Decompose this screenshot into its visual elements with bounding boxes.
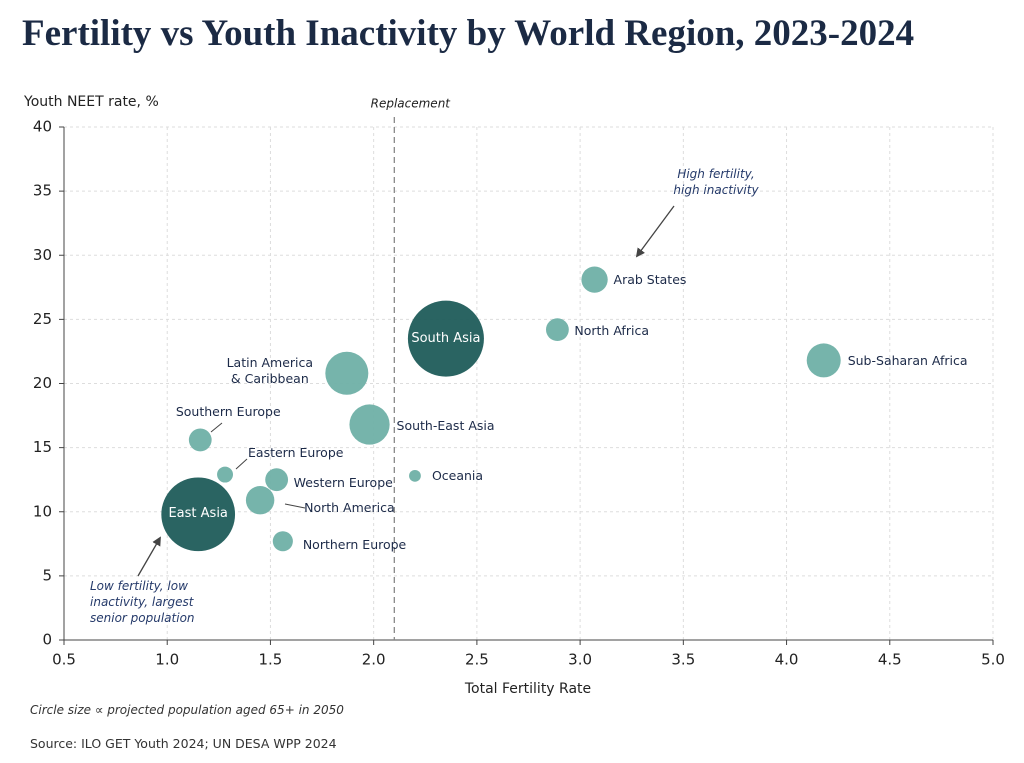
bubble [545,318,569,342]
annotation-arrow [635,205,675,258]
bubble [409,469,421,482]
annotation: High fertility, high inactivity [673,167,759,197]
x-tick-label: 4.5 [878,651,902,669]
bubble [407,300,484,377]
y-tick-label: 0 [42,631,52,649]
x-tick-label: 2.0 [362,651,386,669]
y-tick-label: 40 [33,118,52,136]
bubble-label: Latin America & Caribbean [226,355,314,387]
x-tick-label: 3.5 [671,651,695,669]
y-tick-label: 15 [33,438,52,456]
bubble [581,266,608,293]
bubble-label: Sub-Saharan Africa [847,353,968,369]
bubble [161,477,236,552]
bubble-label: North America [304,500,395,516]
bubble-label: South-East Asia [396,417,495,433]
bubble [245,485,275,515]
bubble-label: Arab States [613,271,687,287]
size-note: Circle size ∝ projected population aged … [30,703,344,717]
bubble [806,343,841,378]
chart-title: Fertility vs Youth Inactivity by World R… [22,13,915,54]
bubble-label: Western Europe [293,474,393,490]
reference-label: Replacement [371,97,452,111]
bubble-label: South Asia [411,330,481,346]
bubble [272,531,293,552]
source: Source: ILO GET Youth 2024; UN DESA WPP … [30,736,337,751]
bubble [188,428,212,452]
annotation: Low fertility, low inactivity, largest s… [90,579,195,625]
x-tick-label: 3.0 [568,651,592,669]
x-tick-label: 2.5 [465,651,489,669]
x-tick-label: 1.5 [259,651,283,669]
bubble-label: Eastern Europe [248,444,344,460]
y-tick-label: 30 [33,246,52,264]
y-tick-label: 25 [33,310,52,328]
y-tick-label: 10 [33,502,52,520]
x-tick-label: 0.5 [52,651,76,669]
y-tick-label: 35 [33,182,52,200]
bubble [217,466,234,483]
bubble-label: East Asia [168,506,228,522]
bubble [349,404,390,445]
bubble [325,351,369,395]
bubble-label: Oceania [431,467,484,483]
leader-line [235,458,248,470]
y-axis-label: Youth NEET rate, % [24,94,159,110]
x-tick-label: 5.0 [981,651,1005,669]
x-tick-label: 4.0 [775,651,799,669]
y-tick-label: 5 [42,566,52,584]
bubble-label: Southern Europe [175,403,281,419]
leader-line [284,503,306,509]
bubble [265,468,289,492]
y-tick-label: 20 [33,374,52,392]
bubble-label: North Africa [574,322,649,338]
leader-line [210,422,223,433]
x-axis-label: Total Fertility Rate [464,681,592,697]
x-tick-label: 1.0 [155,651,179,669]
annotation-arrow [137,536,161,577]
bubble-label: Northern Europe [302,537,407,553]
